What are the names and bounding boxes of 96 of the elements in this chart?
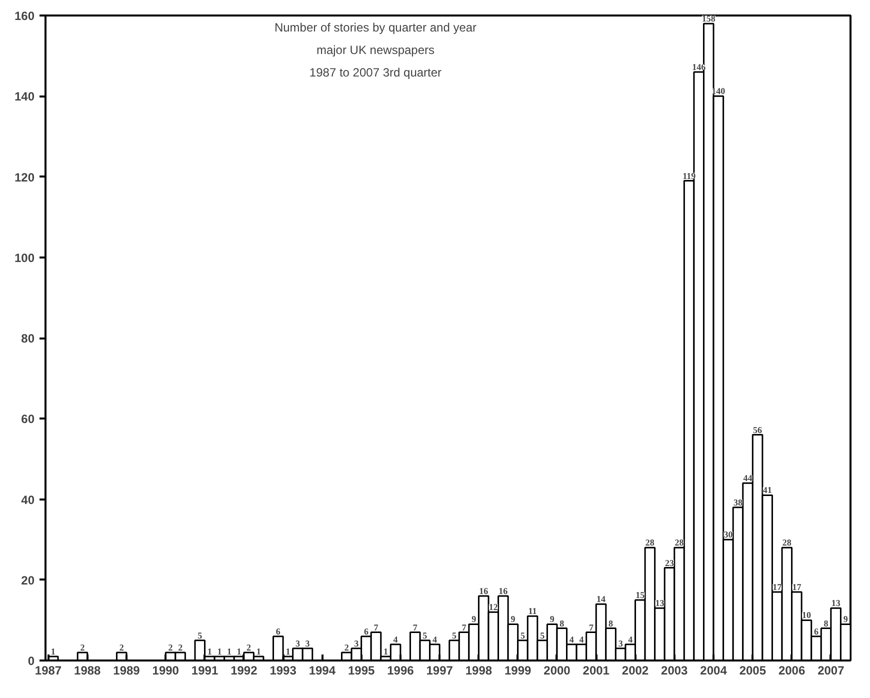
data-label: 158 [702, 14, 716, 24]
data-label: 14 [596, 594, 606, 604]
data-label: 6 [364, 626, 369, 636]
data-label: 4 [569, 634, 574, 644]
data-label: 30 [724, 530, 734, 540]
data-label: 1 [286, 646, 291, 656]
data-label: 1 [256, 646, 262, 656]
x-tick-label: 2000 [544, 664, 571, 678]
data-label: 9 [510, 614, 516, 624]
data-label: 2 [80, 642, 86, 652]
x-tick-label: 2003 [661, 664, 688, 678]
x-tick-label: 1992 [230, 664, 258, 678]
data-label: 4 [579, 634, 584, 644]
y-tick-label: 60 [21, 412, 35, 426]
data-label: 2 [168, 642, 174, 652]
data-label: 16 [498, 586, 508, 596]
x-tick-label: 2001 [582, 664, 610, 678]
data-label: 1 [207, 646, 212, 656]
y-tick-label: 20 [21, 573, 35, 588]
data-label: 28 [782, 538, 792, 548]
data-label: 8 [608, 618, 614, 628]
data-label: 3 [618, 638, 624, 648]
data-label: 6 [276, 626, 281, 636]
x-tick-label: 2006 [778, 664, 806, 678]
data-label: 5 [540, 630, 546, 640]
data-label: 1 [226, 646, 232, 656]
x-tick-label: 1988 [74, 664, 102, 678]
data-label: 12 [488, 602, 498, 612]
x-tick-label: 2005 [739, 664, 766, 678]
x-tick-label: 1995 [348, 664, 375, 678]
data-label: 7 [462, 622, 467, 632]
data-label: 38 [733, 497, 743, 508]
x-tick-label: 1996 [387, 664, 414, 678]
data-label: 2 [178, 642, 184, 652]
data-label: 5 [520, 630, 526, 640]
data-label: 2 [119, 642, 124, 652]
x-tick-label: 1998 [465, 664, 492, 678]
data-label: 9 [550, 614, 555, 624]
x-tick-label: 2007 [818, 664, 845, 678]
data-label: 28 [674, 538, 684, 548]
data-label: 7 [412, 622, 418, 632]
y-tick-label: 140 [14, 90, 35, 104]
x-tick-label: 1994 [308, 664, 336, 678]
data-label: 56 [753, 424, 763, 435]
x-tick-label: 1993 [270, 664, 297, 678]
data-label: 7 [588, 622, 594, 632]
data-label: 17 [792, 582, 802, 592]
data-label: 8 [560, 618, 565, 628]
data-label: 9 [843, 614, 848, 624]
data-label: 28 [645, 538, 655, 548]
data-label: 7 [374, 622, 379, 632]
x-tick-label: 2004 [700, 664, 728, 678]
y-tick-label: 120 [14, 170, 35, 184]
x-tick-label: 1987 [34, 664, 62, 678]
data-label: 3 [305, 638, 310, 648]
data-label: 11 [528, 606, 538, 616]
data-label: 13 [831, 598, 841, 608]
x-tick-label: 1990 [152, 664, 180, 678]
data-label: 2 [344, 642, 350, 652]
data-label: 15 [636, 590, 646, 600]
text: Number of stories by quarter and year major UK newspapers 1987 to 2007 3rd quarter [274, 20, 477, 80]
data-label: 8 [824, 618, 829, 628]
data-label: 5 [198, 630, 203, 640]
data-label: 4 [393, 634, 398, 644]
data-label: 10 [802, 610, 812, 620]
data-label: 5 [452, 630, 458, 640]
data-label: 1 [50, 646, 56, 656]
data-label: 5 [422, 630, 428, 640]
y-tick-label: 80 [21, 332, 35, 346]
x-tick-label: 1997 [426, 664, 454, 678]
x-tick-label: 1991 [191, 664, 218, 678]
y-tick-label: 0 [28, 654, 35, 668]
data-label: 119 [682, 170, 696, 181]
data-label: 23 [665, 558, 674, 568]
data-label: 17 [772, 582, 782, 592]
data-label: 4 [628, 634, 634, 644]
data-label: 3 [295, 638, 300, 648]
y-tick-label: 100 [14, 250, 35, 265]
data-label: 1 [236, 646, 242, 656]
data-label: 4 [432, 634, 438, 644]
data-label: 3 [354, 638, 360, 648]
x-tick-label: 1989 [113, 664, 140, 678]
data-label: 1 [384, 646, 389, 656]
data-label: 16 [479, 586, 489, 596]
data-label: 1 [217, 646, 222, 656]
data-label: 41 [762, 485, 772, 496]
data-label: 140 [712, 86, 726, 96]
y-tick-label: 160 [14, 9, 35, 23]
data-label: 6 [814, 626, 820, 636]
x-tick-label: 2002 [622, 664, 649, 678]
x-tick-label: 1999 [504, 664, 532, 678]
data-label: 9 [472, 614, 477, 624]
y-tick-label: 40 [21, 492, 35, 507]
data-label: 146 [692, 62, 706, 72]
data-label: 2 [246, 642, 252, 652]
data-label: 13 [655, 598, 665, 608]
